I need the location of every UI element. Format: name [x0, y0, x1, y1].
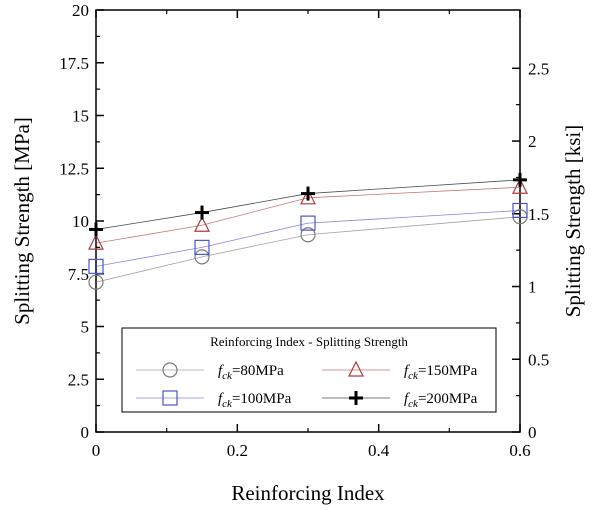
series-line	[95, 179, 521, 230]
series-line	[95, 216, 521, 283]
data-point	[195, 205, 209, 220]
y-tick-label: 10	[72, 212, 89, 231]
legend-entry: fck=100MPa	[136, 390, 292, 410]
legend-marker	[162, 362, 178, 378]
series-line	[95, 186, 521, 244]
data-point	[194, 239, 210, 255]
legend-entry: fck=80MPa	[136, 362, 284, 382]
data-point	[301, 186, 315, 201]
data-point	[513, 172, 527, 187]
y2-tick-label: 1	[528, 278, 537, 297]
x-tick-label: 0.2	[227, 441, 248, 460]
y-tick-label: 12.5	[59, 159, 89, 178]
data-point	[512, 202, 528, 219]
legend-label: fck=200MPa	[404, 391, 478, 410]
y-tick-label: 7.5	[68, 265, 89, 284]
legend-marker	[162, 390, 178, 406]
data-point	[512, 177, 528, 194]
y2-tick-label: 2.5	[528, 59, 549, 78]
legend: Reinforcing Index - Splitting Strength f…	[121, 327, 497, 413]
left-y-axis-title: Splitting Strength [MPa]	[10, 117, 34, 325]
legend-label: fck=100MPa	[218, 391, 292, 410]
data-point	[194, 249, 210, 265]
legend-marker	[348, 360, 364, 377]
series-layer	[88, 172, 528, 290]
data-point	[300, 215, 316, 231]
series-fck=80MPa	[88, 209, 528, 290]
y2-tick-label: 2	[528, 132, 537, 151]
y-tick-label: 2.5	[68, 370, 89, 389]
x-tick-label: 0	[92, 441, 101, 460]
data-point	[300, 227, 316, 243]
right-y-axis: 0 0.5 1 1.5 2 2.5	[512, 59, 549, 442]
y-tick-label: 0	[81, 423, 90, 442]
data-point	[194, 215, 210, 232]
data-point	[88, 258, 104, 274]
series-fck=100MPa	[88, 202, 528, 274]
left-y-axis: 0 2.5 5 7.5 10 12.5 15 17.5 20	[59, 1, 104, 442]
legend-entries: fck=80MPa fck=100MPa fck=150MPa fck=200MPa	[136, 360, 478, 410]
data-point	[89, 222, 103, 237]
legend-label: fck=150MPa	[404, 363, 478, 382]
data-point	[88, 274, 104, 290]
y2-tick-label: 0	[528, 423, 537, 442]
x-axis-title: Reinforcing Index	[231, 481, 385, 505]
legend-entry: fck=200MPa	[322, 391, 478, 410]
y-tick-label: 15	[72, 107, 89, 126]
y-tick-label: 17.5	[59, 54, 89, 73]
series-fck=200MPa	[89, 172, 527, 237]
legend-marker	[349, 391, 363, 405]
y-tick-label: 20	[72, 1, 89, 20]
data-point	[88, 233, 104, 250]
legend-label: fck=80MPa	[218, 363, 284, 382]
y2-tick-label: 1.5	[528, 205, 549, 224]
data-point	[300, 188, 316, 205]
y-tick-label: 5	[81, 318, 90, 337]
legend-entry: fck=150MPa	[322, 360, 478, 382]
x-axis: 0 0.2 0.4 0.6	[92, 10, 531, 460]
right-y-axis-title: Splitting Strength [ksi]	[561, 125, 585, 318]
x-tick-label: 0.4	[368, 441, 390, 460]
x-tick-label: 0.6	[509, 441, 530, 460]
series-fck=150MPa	[88, 177, 528, 250]
series-line	[95, 210, 521, 267]
legend-title: Reinforcing Index - Splitting Strength	[210, 334, 408, 349]
y2-tick-label: 0.5	[528, 350, 549, 369]
